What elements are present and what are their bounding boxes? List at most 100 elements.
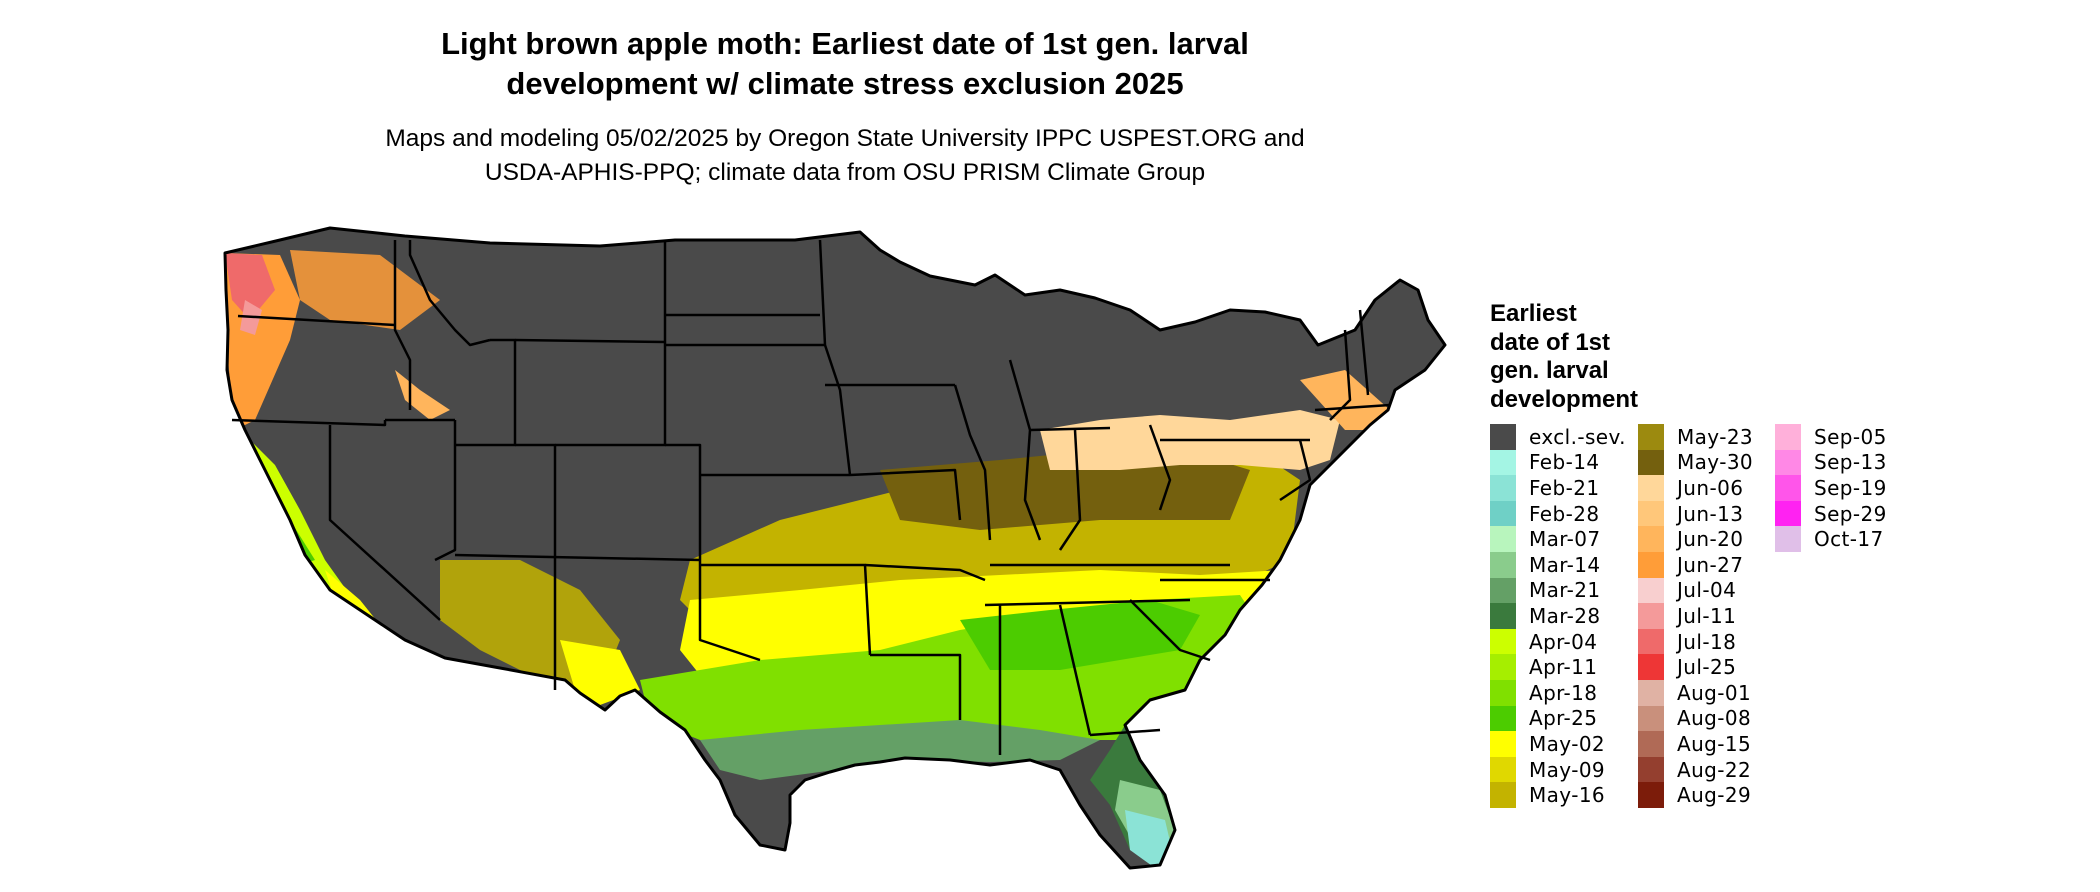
legend-item: Feb-14 (1490, 449, 1599, 476)
legend-swatch (1490, 424, 1516, 450)
legend-label: Sep-05 (1814, 424, 1887, 449)
legend-label: Jun-06 (1677, 475, 1744, 500)
legend-item: Sep-19 (1775, 475, 1887, 501)
legend-swatch (1638, 628, 1664, 655)
legend-swatch (1638, 782, 1664, 808)
legend-swatch (1775, 500, 1801, 527)
border-wa-or (237, 314, 396, 327)
border-in-oh (1058, 429, 1082, 551)
legend-item: Oct-17 (1775, 526, 1884, 552)
border-in-mi (1029, 426, 1111, 432)
legend-label: Mar-21 (1529, 578, 1601, 603)
border-nj (1279, 439, 1312, 502)
legend-swatch (1638, 603, 1664, 629)
state-borders (231, 239, 1391, 755)
legend-label: Aug-01 (1677, 680, 1752, 705)
legend-label: Aug-08 (1677, 706, 1752, 731)
legend-item: May-02 (1490, 731, 1605, 757)
legend-swatch (1638, 526, 1664, 552)
legend-swatch (1490, 500, 1516, 527)
legend-title: Earliest date of 1st gen. larval develop… (1490, 300, 1638, 414)
legend-swatch (1638, 654, 1664, 680)
legend-swatch (1775, 526, 1801, 552)
legend-swatch (1490, 449, 1516, 476)
border-il-in (1008, 359, 1042, 541)
legend-swatch (1775, 424, 1801, 450)
us-map (223, 226, 1447, 870)
legend-item: May-09 (1490, 756, 1605, 783)
region-socal-yellow (325, 570, 380, 625)
legend-label: Jul-25 (1677, 655, 1737, 680)
border-ar-mo (864, 563, 986, 582)
legend-label: Mar-28 (1529, 603, 1601, 628)
legend-item: Jun-06 (1638, 475, 1743, 501)
legend-swatch (1490, 552, 1516, 578)
legend-item: Jun-27 (1638, 552, 1743, 578)
legend-label: Jun-20 (1677, 527, 1744, 552)
legend-label: Mar-07 (1529, 527, 1601, 552)
border-ga-fl (1089, 728, 1161, 737)
legend-label: May-16 (1529, 783, 1606, 808)
legend-swatch (1638, 475, 1664, 501)
legend-item: Feb-21 (1490, 475, 1599, 501)
legend-label: Apr-18 (1529, 680, 1598, 705)
legend-items: excl.-sev. Feb-14 Feb-21 Feb-28 Mar-07 Mar-14… (1490, 424, 2050, 824)
legend-label: Sep-19 (1814, 475, 1887, 500)
legend-title-line-4: development (1490, 385, 1639, 413)
legend-item: excl.-sev. (1490, 424, 1626, 450)
legend-swatch (1490, 577, 1516, 604)
legend-swatch (1638, 577, 1664, 604)
legend-label: May-23 (1677, 424, 1754, 449)
legend-label: Mar-14 (1529, 552, 1601, 577)
legend-label: May-30 (1677, 450, 1754, 475)
legend-swatch (1775, 475, 1801, 501)
border-mo-ia (849, 468, 962, 521)
legend-label: Aug-22 (1677, 757, 1752, 782)
border-ma (1314, 403, 1391, 412)
legend-item: Aug-29 (1638, 782, 1751, 808)
border-il-west (953, 384, 992, 541)
legend-swatch (1775, 449, 1801, 476)
legend-item: Mar-28 (1490, 603, 1601, 629)
region-ohio-valley-brown (880, 450, 1250, 530)
legend-swatch (1638, 705, 1664, 732)
border-mn-west (818, 239, 852, 476)
us-outline (223, 226, 1447, 870)
map-title-line-1: Light brown apple moth: Earliest date of… (441, 26, 1249, 61)
border-id-wy-ut (455, 338, 517, 447)
border-al-ga (1058, 604, 1092, 736)
legend-label: Aug-29 (1677, 783, 1752, 808)
legend-item: Mar-21 (1490, 577, 1601, 604)
map-legend: Earliest date of 1st gen. larval develop… (1490, 300, 1886, 808)
map-subtitle: Maps and modeling 05/02/2025 by Oregon S… (0, 122, 1690, 190)
region-az-yellow (560, 640, 640, 705)
region-columbia-basin-orange (290, 250, 440, 330)
legend-swatch (1490, 680, 1516, 706)
legend-item: Mar-07 (1490, 526, 1601, 552)
legend-label: Apr-11 (1529, 655, 1598, 680)
legend-swatch (1638, 731, 1664, 757)
legend-label: Sep-13 (1814, 450, 1887, 475)
map-subtitle-line-2: USDA-APHIS-PPQ; climate data from OSU PR… (484, 159, 1206, 186)
border-mt-wy (514, 338, 666, 344)
legend-label: May-02 (1529, 731, 1606, 756)
border-oh-pa (1148, 424, 1172, 511)
border-nm-tx (698, 560, 761, 662)
legend-swatch (1490, 526, 1516, 552)
legend-label: Aug-15 (1677, 731, 1752, 756)
legend-swatch (1638, 500, 1664, 527)
border-or-ca-nv (231, 418, 387, 427)
legend-item: Apr-04 (1490, 628, 1597, 655)
legend-swatch (1490, 756, 1516, 783)
map-title-line-2: development w/ climate stress exclusion … (506, 66, 1184, 101)
legend-title-line-3: gen. larval (1490, 357, 1609, 384)
legend-title-line-1: Earliest (1490, 300, 1577, 327)
border-four-corners (454, 553, 701, 562)
legend-label: Jul-04 (1677, 578, 1737, 603)
legend-item: Jun-13 (1638, 500, 1743, 527)
legend-item: Sep-05 (1775, 424, 1887, 450)
legend-item: May-23 (1638, 424, 1753, 450)
legend-item: Apr-25 (1490, 705, 1597, 732)
legend-label: Jul-11 (1677, 603, 1737, 628)
legend-label: Jun-27 (1677, 552, 1744, 577)
